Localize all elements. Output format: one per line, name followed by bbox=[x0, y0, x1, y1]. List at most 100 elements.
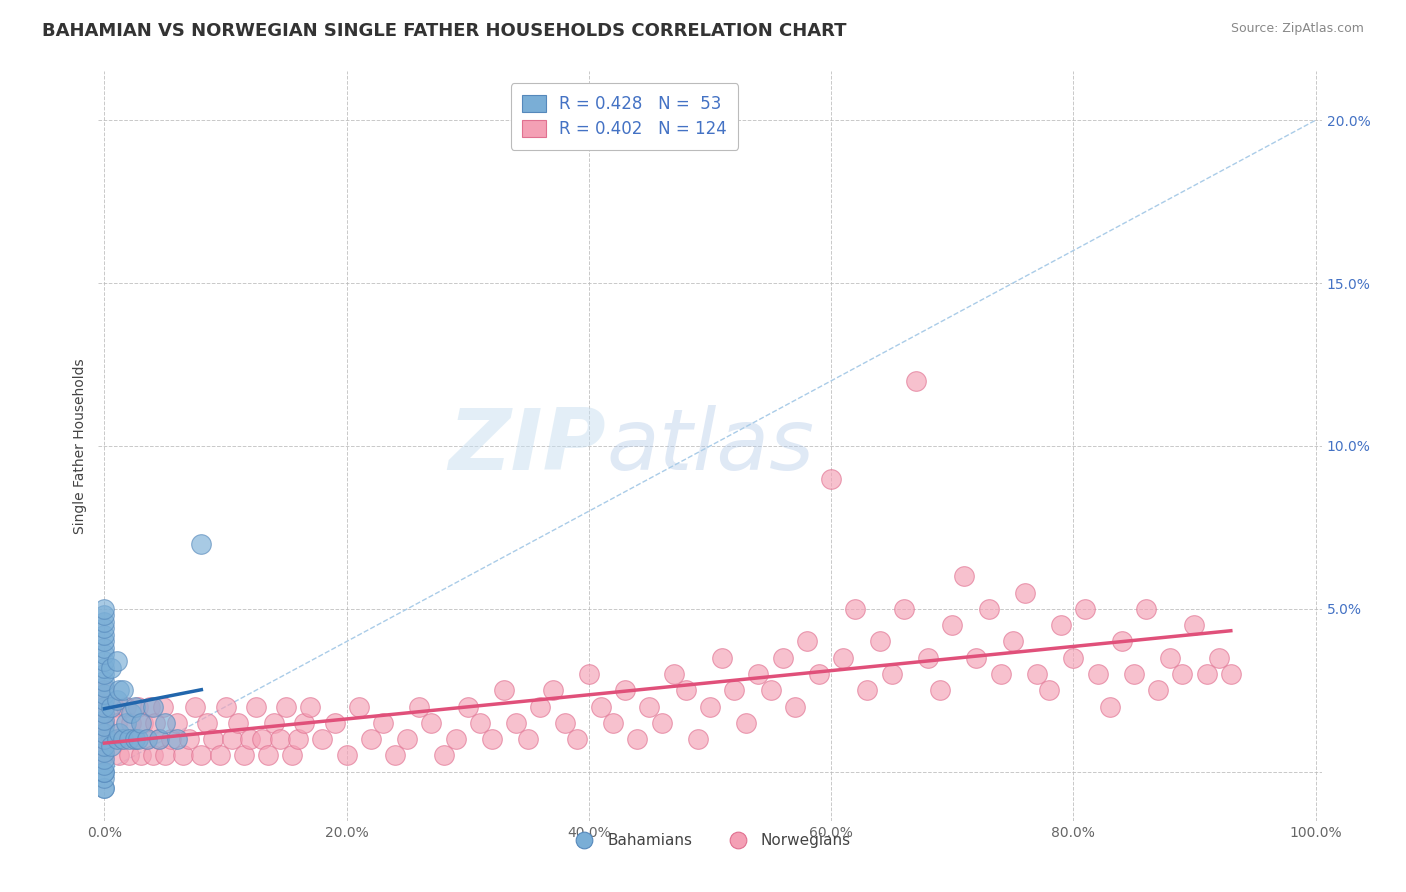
Point bbox=[371, 715, 394, 730]
Point bbox=[153, 748, 176, 763]
Point bbox=[686, 732, 709, 747]
Point bbox=[1159, 650, 1181, 665]
Point bbox=[135, 732, 157, 747]
Point bbox=[120, 706, 142, 720]
Point bbox=[783, 699, 806, 714]
Point bbox=[505, 715, 527, 730]
Point bbox=[124, 699, 146, 714]
Point bbox=[1195, 667, 1218, 681]
Point bbox=[232, 748, 254, 763]
Point bbox=[1208, 650, 1230, 665]
Point bbox=[129, 748, 152, 763]
Point bbox=[118, 732, 141, 747]
Point bbox=[494, 683, 516, 698]
Point bbox=[108, 725, 131, 739]
Point bbox=[276, 699, 298, 714]
Point bbox=[93, 732, 115, 747]
Point bbox=[808, 667, 831, 681]
Point bbox=[820, 472, 842, 486]
Point bbox=[221, 732, 243, 747]
Point bbox=[111, 732, 134, 747]
Point bbox=[347, 699, 370, 714]
Point bbox=[444, 732, 467, 747]
Point bbox=[699, 699, 721, 714]
Point bbox=[105, 654, 128, 668]
Point bbox=[93, 758, 115, 772]
Point bbox=[977, 602, 1000, 616]
Point bbox=[132, 715, 155, 730]
Point bbox=[614, 683, 637, 698]
Point bbox=[120, 715, 142, 730]
Point bbox=[263, 715, 285, 730]
Point bbox=[93, 752, 115, 766]
Text: BAHAMIAN VS NORWEGIAN SINGLE FATHER HOUSEHOLDS CORRELATION CHART: BAHAMIAN VS NORWEGIAN SINGLE FATHER HOUS… bbox=[42, 22, 846, 40]
Point bbox=[93, 667, 115, 681]
Point bbox=[197, 715, 219, 730]
Point bbox=[759, 683, 782, 698]
Point bbox=[529, 699, 551, 714]
Point bbox=[111, 683, 134, 698]
Point bbox=[124, 732, 146, 747]
Point bbox=[481, 732, 503, 747]
Point bbox=[602, 715, 624, 730]
Point bbox=[179, 732, 201, 747]
Point bbox=[93, 725, 115, 739]
Point bbox=[554, 715, 576, 730]
Point bbox=[966, 650, 988, 665]
Point bbox=[1098, 699, 1121, 714]
Text: ZIP: ZIP bbox=[449, 404, 606, 488]
Point bbox=[953, 569, 976, 583]
Point bbox=[626, 732, 648, 747]
Point bbox=[93, 687, 115, 701]
Point bbox=[108, 683, 131, 698]
Point bbox=[929, 683, 952, 698]
Point bbox=[124, 732, 146, 747]
Point bbox=[108, 748, 131, 763]
Point bbox=[1038, 683, 1060, 698]
Point bbox=[1135, 602, 1157, 616]
Point bbox=[129, 715, 152, 730]
Text: Source: ZipAtlas.com: Source: ZipAtlas.com bbox=[1230, 22, 1364, 36]
Point bbox=[1074, 602, 1097, 616]
Point bbox=[143, 715, 166, 730]
Point bbox=[93, 654, 115, 668]
Point bbox=[457, 699, 479, 714]
Point bbox=[93, 739, 115, 753]
Point bbox=[638, 699, 661, 714]
Point bbox=[166, 732, 188, 747]
Point bbox=[245, 699, 267, 714]
Point bbox=[127, 699, 149, 714]
Point bbox=[711, 650, 734, 665]
Point bbox=[336, 748, 359, 763]
Point bbox=[360, 732, 382, 747]
Point bbox=[1026, 667, 1049, 681]
Point bbox=[1014, 585, 1036, 599]
Point bbox=[166, 715, 188, 730]
Point bbox=[93, 628, 115, 642]
Point bbox=[990, 667, 1012, 681]
Point bbox=[93, 615, 115, 629]
Point bbox=[208, 748, 231, 763]
Point bbox=[93, 699, 115, 714]
Point bbox=[541, 683, 564, 698]
Point bbox=[127, 732, 149, 747]
Point bbox=[135, 732, 157, 747]
Point bbox=[115, 715, 138, 730]
Point bbox=[105, 732, 128, 747]
Point bbox=[589, 699, 612, 714]
Point bbox=[160, 732, 183, 747]
Point bbox=[103, 699, 125, 714]
Point bbox=[396, 732, 419, 747]
Point bbox=[111, 732, 134, 747]
Point bbox=[250, 732, 273, 747]
Point bbox=[420, 715, 443, 730]
Point bbox=[105, 715, 128, 730]
Point bbox=[115, 699, 138, 714]
Y-axis label: Single Father Households: Single Father Households bbox=[73, 359, 87, 533]
Point bbox=[772, 650, 794, 665]
Point bbox=[105, 693, 128, 707]
Point bbox=[517, 732, 540, 747]
Point bbox=[100, 739, 122, 753]
Point bbox=[1087, 667, 1109, 681]
Point bbox=[93, 660, 115, 674]
